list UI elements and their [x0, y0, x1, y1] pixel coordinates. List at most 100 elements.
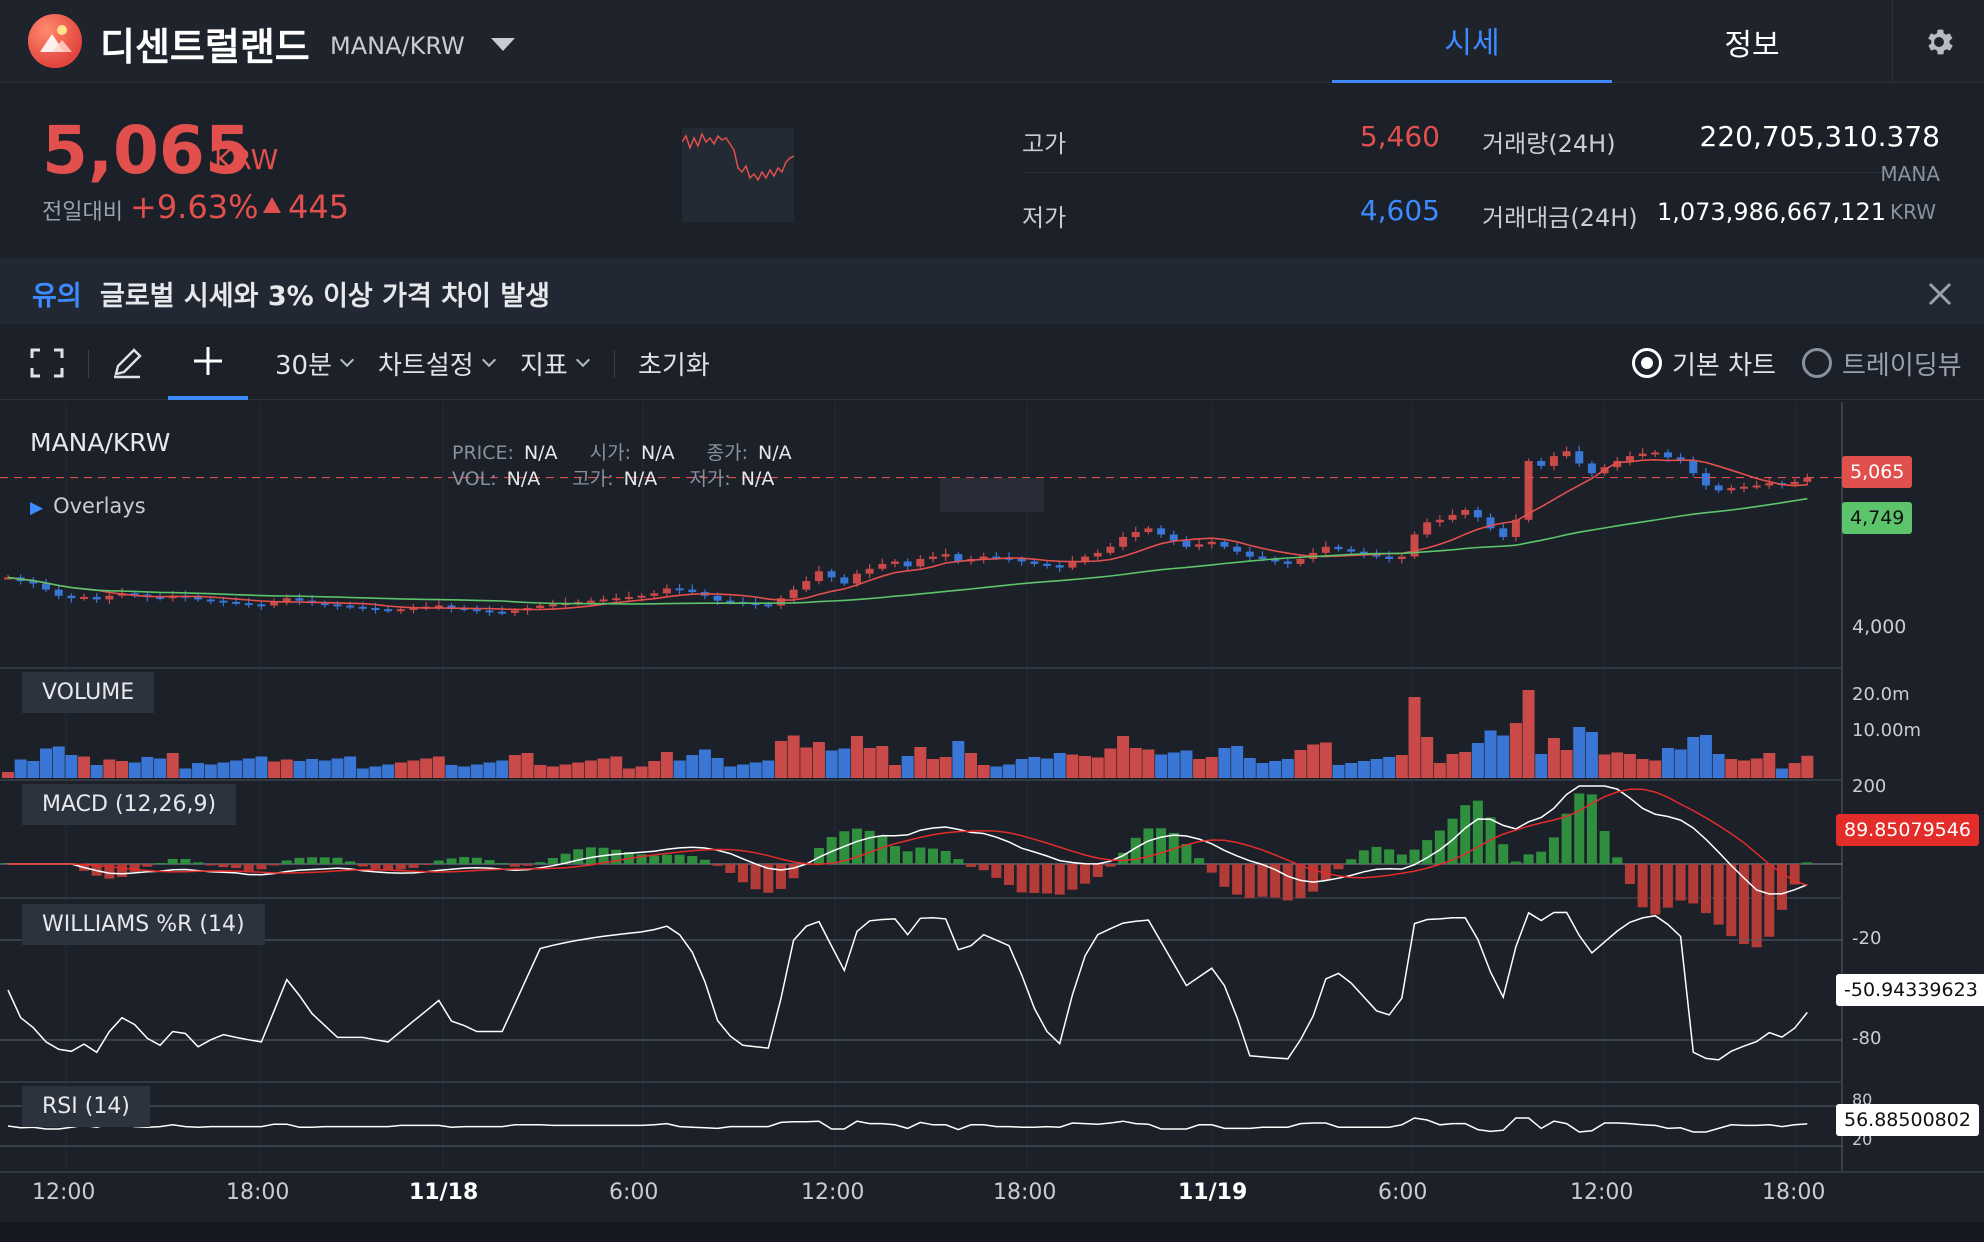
volume-bar [1307, 744, 1320, 778]
change-label: 전일대비 [42, 200, 123, 225]
chart-area[interactable]: MANA/KRW PRICE: N/A 시가: N/A 종가: N/A VOL: N/A… [0, 402, 1984, 1222]
macd-histogram-bar [484, 860, 495, 864]
volume-bar [1155, 754, 1168, 778]
macd-histogram-bar [928, 848, 939, 864]
volume-bar [382, 764, 395, 778]
candle-body [29, 581, 38, 584]
macd-histogram-bar [1105, 864, 1116, 867]
volume-bar [1003, 764, 1016, 778]
macd-histogram-bar [611, 849, 622, 864]
volume-bar [1497, 735, 1510, 778]
volume-bar [736, 764, 749, 778]
basic-chart-radio[interactable]: 기본 차트 [1632, 326, 1776, 400]
macd-histogram-bar [750, 864, 761, 890]
reset-button[interactable]: 초기화 [638, 350, 710, 381]
volume-bar [1649, 760, 1662, 778]
candle-body [1423, 522, 1432, 535]
low-label: 저가 [1022, 204, 1067, 232]
crosshair-button[interactable] [168, 326, 248, 400]
macd-histogram-bar [1333, 864, 1344, 870]
candle-body [434, 605, 443, 608]
candle-body [1283, 561, 1292, 564]
candle-body [1410, 534, 1419, 557]
candle-body [1714, 485, 1723, 491]
volume-bar [546, 766, 559, 778]
macd-histogram-bar [839, 831, 850, 864]
candlestick-chart[interactable] [0, 402, 1984, 1222]
volume-bar [1395, 755, 1408, 778]
candle-body [219, 600, 228, 603]
macd-histogram-bar [433, 860, 444, 864]
radio-selected-icon [1632, 348, 1662, 378]
macd-histogram-bar [763, 864, 774, 893]
overlays-toggle[interactable]: ▶ Overlays [30, 494, 146, 518]
tradingview-radio[interactable]: 트레이딩뷰 [1802, 326, 1962, 400]
macd-histogram-bar [915, 847, 926, 864]
candle-body [1727, 487, 1736, 491]
macd-histogram-bar [1510, 861, 1521, 864]
candle-body [1131, 532, 1140, 537]
volume-bar [1066, 754, 1079, 778]
candle-body [1372, 554, 1381, 557]
candle-body [346, 605, 355, 608]
indicator-select[interactable]: 지표 [520, 326, 590, 400]
macd-histogram-bar [1713, 864, 1724, 925]
fullscreen-button[interactable] [30, 326, 70, 400]
volume-bar [154, 758, 167, 778]
candle-body [903, 561, 912, 567]
coin-name: 디센트럴랜드 [100, 25, 310, 69]
rsi-value-tag: 56.88500802 [1836, 1104, 1979, 1136]
amount-value: 1,073,986,667,121 [1656, 198, 1886, 226]
candle-body [320, 603, 329, 606]
volume-bar [1383, 757, 1396, 778]
candle-body [776, 598, 785, 606]
basic-chart-label: 기본 차트 [1672, 350, 1776, 381]
macd-histogram-bar [1042, 864, 1053, 894]
interval-select[interactable]: 30분 [275, 326, 355, 400]
chevron-down-icon [481, 352, 496, 368]
candle-body [1587, 463, 1596, 474]
volume-value: 220,705,310.378 [1699, 120, 1940, 153]
macd-histogram-bar [446, 858, 457, 864]
draw-button[interactable] [110, 326, 150, 400]
macd-histogram-bar [243, 864, 254, 871]
macd-histogram-bar [104, 864, 115, 879]
candle-body [574, 601, 583, 604]
candle-body [1651, 452, 1660, 455]
volume-pane-label: VOLUME [22, 672, 155, 713]
tab-info[interactable]: 정보 [1724, 27, 1780, 63]
toolbar-separator [614, 350, 615, 378]
volume-bar [1269, 761, 1282, 778]
volume-bar [1028, 757, 1041, 778]
volume-bar [977, 765, 990, 778]
macd-histogram-bar [231, 864, 242, 869]
chart-symbol: MANA/KRW [30, 428, 171, 457]
volume-bar [1573, 727, 1586, 778]
candle-body [1435, 519, 1444, 523]
macd-histogram-bar [775, 864, 786, 890]
settings-button[interactable] [1892, 0, 1984, 83]
candle-body [1334, 546, 1343, 550]
williams-tick-2: -80 [1852, 1028, 1882, 1049]
volume-bar [812, 742, 825, 778]
candle-body [536, 605, 545, 608]
vol-value: N/A [506, 468, 541, 490]
close-icon[interactable] [1926, 280, 1954, 308]
volume-bar [90, 765, 103, 778]
macd-histogram-bar [218, 864, 229, 868]
candle-body [358, 606, 367, 609]
williams-tick-1: -20 [1852, 928, 1882, 949]
volume-bar [458, 766, 471, 778]
x-axis-label: 11/19 [1178, 1180, 1248, 1205]
volume-bar [559, 764, 572, 778]
candle-body [1752, 485, 1761, 488]
ma-price-tag: 4,749 [1842, 502, 1913, 534]
volume-bar [888, 765, 901, 778]
volume-bar [673, 760, 686, 778]
chart-settings-select[interactable]: 차트설정 [378, 326, 496, 400]
candle-body [1676, 457, 1685, 461]
volume-bar [1243, 758, 1256, 778]
chevron-down-icon[interactable] [488, 34, 518, 54]
tab-price[interactable]: 시세 [1332, 0, 1612, 83]
macd-histogram-bar [585, 847, 596, 864]
